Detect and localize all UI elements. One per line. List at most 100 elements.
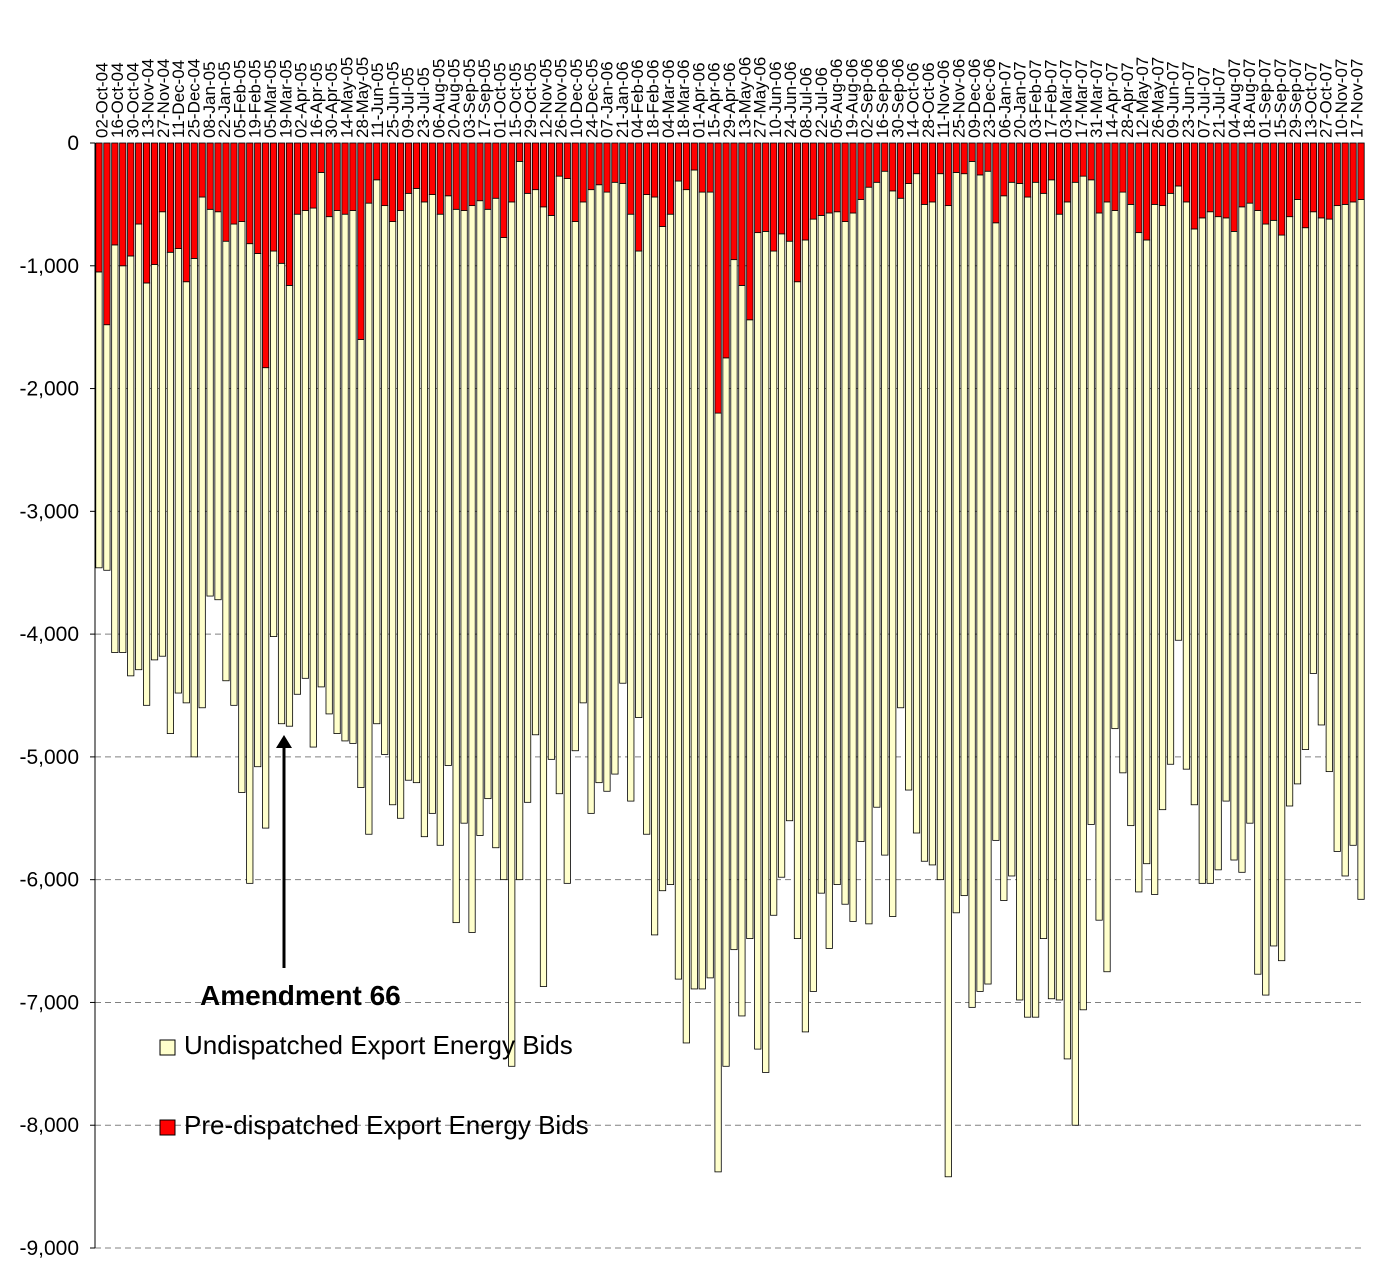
bar-predispatched: [738, 142, 746, 286]
bar-predispatched: [317, 142, 325, 173]
bar-predispatched: [412, 142, 421, 189]
x-tick-label: 29-Apr-06: [720, 62, 739, 138]
x-tick-label: 13-Oct-07: [1301, 62, 1320, 138]
y-tick-label: -6,000: [19, 869, 79, 892]
x-tick-label: 03-Sep-05: [460, 59, 479, 138]
bar-undispatched: [293, 213, 301, 695]
x-tick-label: 27-May-06: [751, 57, 770, 138]
bar-undispatched: [968, 161, 976, 1008]
bar-undispatched: [230, 223, 238, 706]
bar-undispatched: [746, 319, 754, 939]
bar-predispatched: [365, 142, 373, 204]
bar-predispatched: [150, 142, 159, 265]
x-tick-label: 18-Aug-07: [1240, 59, 1259, 138]
bar-undispatched: [270, 250, 278, 637]
bar-predispatched: [674, 142, 682, 182]
bar-predispatched: [825, 142, 833, 214]
bar-predispatched: [952, 142, 960, 173]
bar-undispatched: [516, 161, 524, 881]
x-tick-label: 19-Mar-05: [276, 60, 295, 138]
x-tick-label: 20-Jan-07: [1011, 61, 1030, 138]
bar-predispatched: [293, 142, 301, 215]
bar-predispatched: [1000, 142, 1008, 197]
x-tick-label: 29-Oct-05: [521, 62, 540, 138]
bar-undispatched: [762, 230, 770, 1073]
bar-undispatched: [412, 188, 421, 784]
bar-predispatched: [1174, 142, 1183, 187]
bar-undispatched: [809, 218, 817, 992]
bar-predispatched: [468, 142, 476, 207]
bar-predispatched: [158, 142, 167, 213]
bar-undispatched: [1135, 232, 1143, 893]
x-tick-label: 13-Nov-04: [139, 59, 158, 138]
bar-undispatched: [547, 215, 555, 760]
bar-predispatched: [1135, 142, 1143, 234]
bar-undispatched: [476, 200, 484, 836]
bar-predispatched: [174, 142, 182, 249]
bar-undispatched: [897, 197, 905, 709]
bar-undispatched: [1325, 218, 1333, 773]
bar-undispatched: [341, 213, 349, 742]
bar-predispatched: [182, 142, 190, 283]
x-tick-label: 14-Oct-06: [904, 62, 923, 138]
bar-undispatched: [143, 282, 151, 706]
bar-undispatched: [365, 202, 373, 835]
bar-undispatched: [627, 213, 635, 802]
bar-predispatched: [397, 142, 405, 211]
bar-predispatched: [1293, 142, 1302, 200]
bar-predispatched: [579, 142, 587, 203]
bar-predispatched: [1349, 142, 1357, 203]
bar-undispatched: [301, 210, 309, 679]
bar-predispatched: [1111, 142, 1119, 211]
bar-predispatched: [524, 142, 532, 194]
bar-predispatched: [762, 142, 770, 232]
bar-undispatched: [317, 172, 325, 688]
bar-predispatched: [1286, 142, 1294, 218]
bar-undispatched: [658, 226, 667, 892]
x-tick-label: 09-Jul-05: [399, 67, 418, 138]
bar-predispatched: [801, 142, 809, 241]
bar-predispatched: [1301, 142, 1310, 229]
bar-undispatched: [158, 211, 167, 657]
bar-undispatched: [579, 201, 587, 704]
bar-predispatched: [1032, 142, 1040, 183]
bar-undispatched: [992, 222, 1000, 841]
bar-predispatched: [897, 142, 905, 199]
annotation-label: Amendment 66: [200, 980, 401, 1011]
bar-undispatched: [889, 190, 897, 917]
x-tick-label: 25-Jun-05: [383, 61, 402, 138]
y-tick-label: -1,000: [19, 255, 79, 278]
bar-predispatched: [698, 142, 706, 193]
bar-undispatched: [936, 173, 944, 881]
bar-predispatched: [111, 142, 119, 246]
bar-undispatched: [452, 208, 460, 924]
bar-undispatched: [1079, 175, 1087, 1011]
bar-undispatched: [95, 271, 103, 569]
bar-undispatched: [1166, 192, 1175, 765]
bar-predispatched: [357, 142, 365, 340]
bar-undispatched: [793, 281, 802, 939]
x-tick-label: 28-Apr-07: [1118, 62, 1137, 138]
bar-undispatched: [1047, 179, 1056, 1000]
bar-undispatched: [333, 210, 341, 734]
bar-undispatched: [1262, 223, 1270, 996]
x-tick-label: 17-Sep-05: [475, 59, 494, 138]
x-tick-label: 11-Nov-06: [934, 60, 953, 138]
bar-undispatched: [1309, 211, 1317, 674]
x-tick-label: 31-Mar-07: [1087, 60, 1106, 138]
bar-predispatched: [1063, 142, 1071, 203]
bar-predispatched: [103, 142, 111, 326]
bar-predispatched: [857, 142, 865, 200]
y-tick-label: -8,000: [19, 1114, 79, 1137]
bar-undispatched: [174, 248, 182, 694]
bar-undispatched: [1190, 228, 1198, 806]
bar-predispatched: [873, 142, 881, 183]
bar-predispatched: [714, 142, 722, 414]
bar-predispatched: [992, 142, 1000, 224]
bar-undispatched: [690, 169, 698, 990]
x-tick-label: 23-Jun-07: [1179, 61, 1198, 138]
bar-predispatched: [960, 142, 968, 175]
y-tick-label: -7,000: [19, 991, 79, 1014]
bar-predispatched: [1166, 142, 1175, 194]
